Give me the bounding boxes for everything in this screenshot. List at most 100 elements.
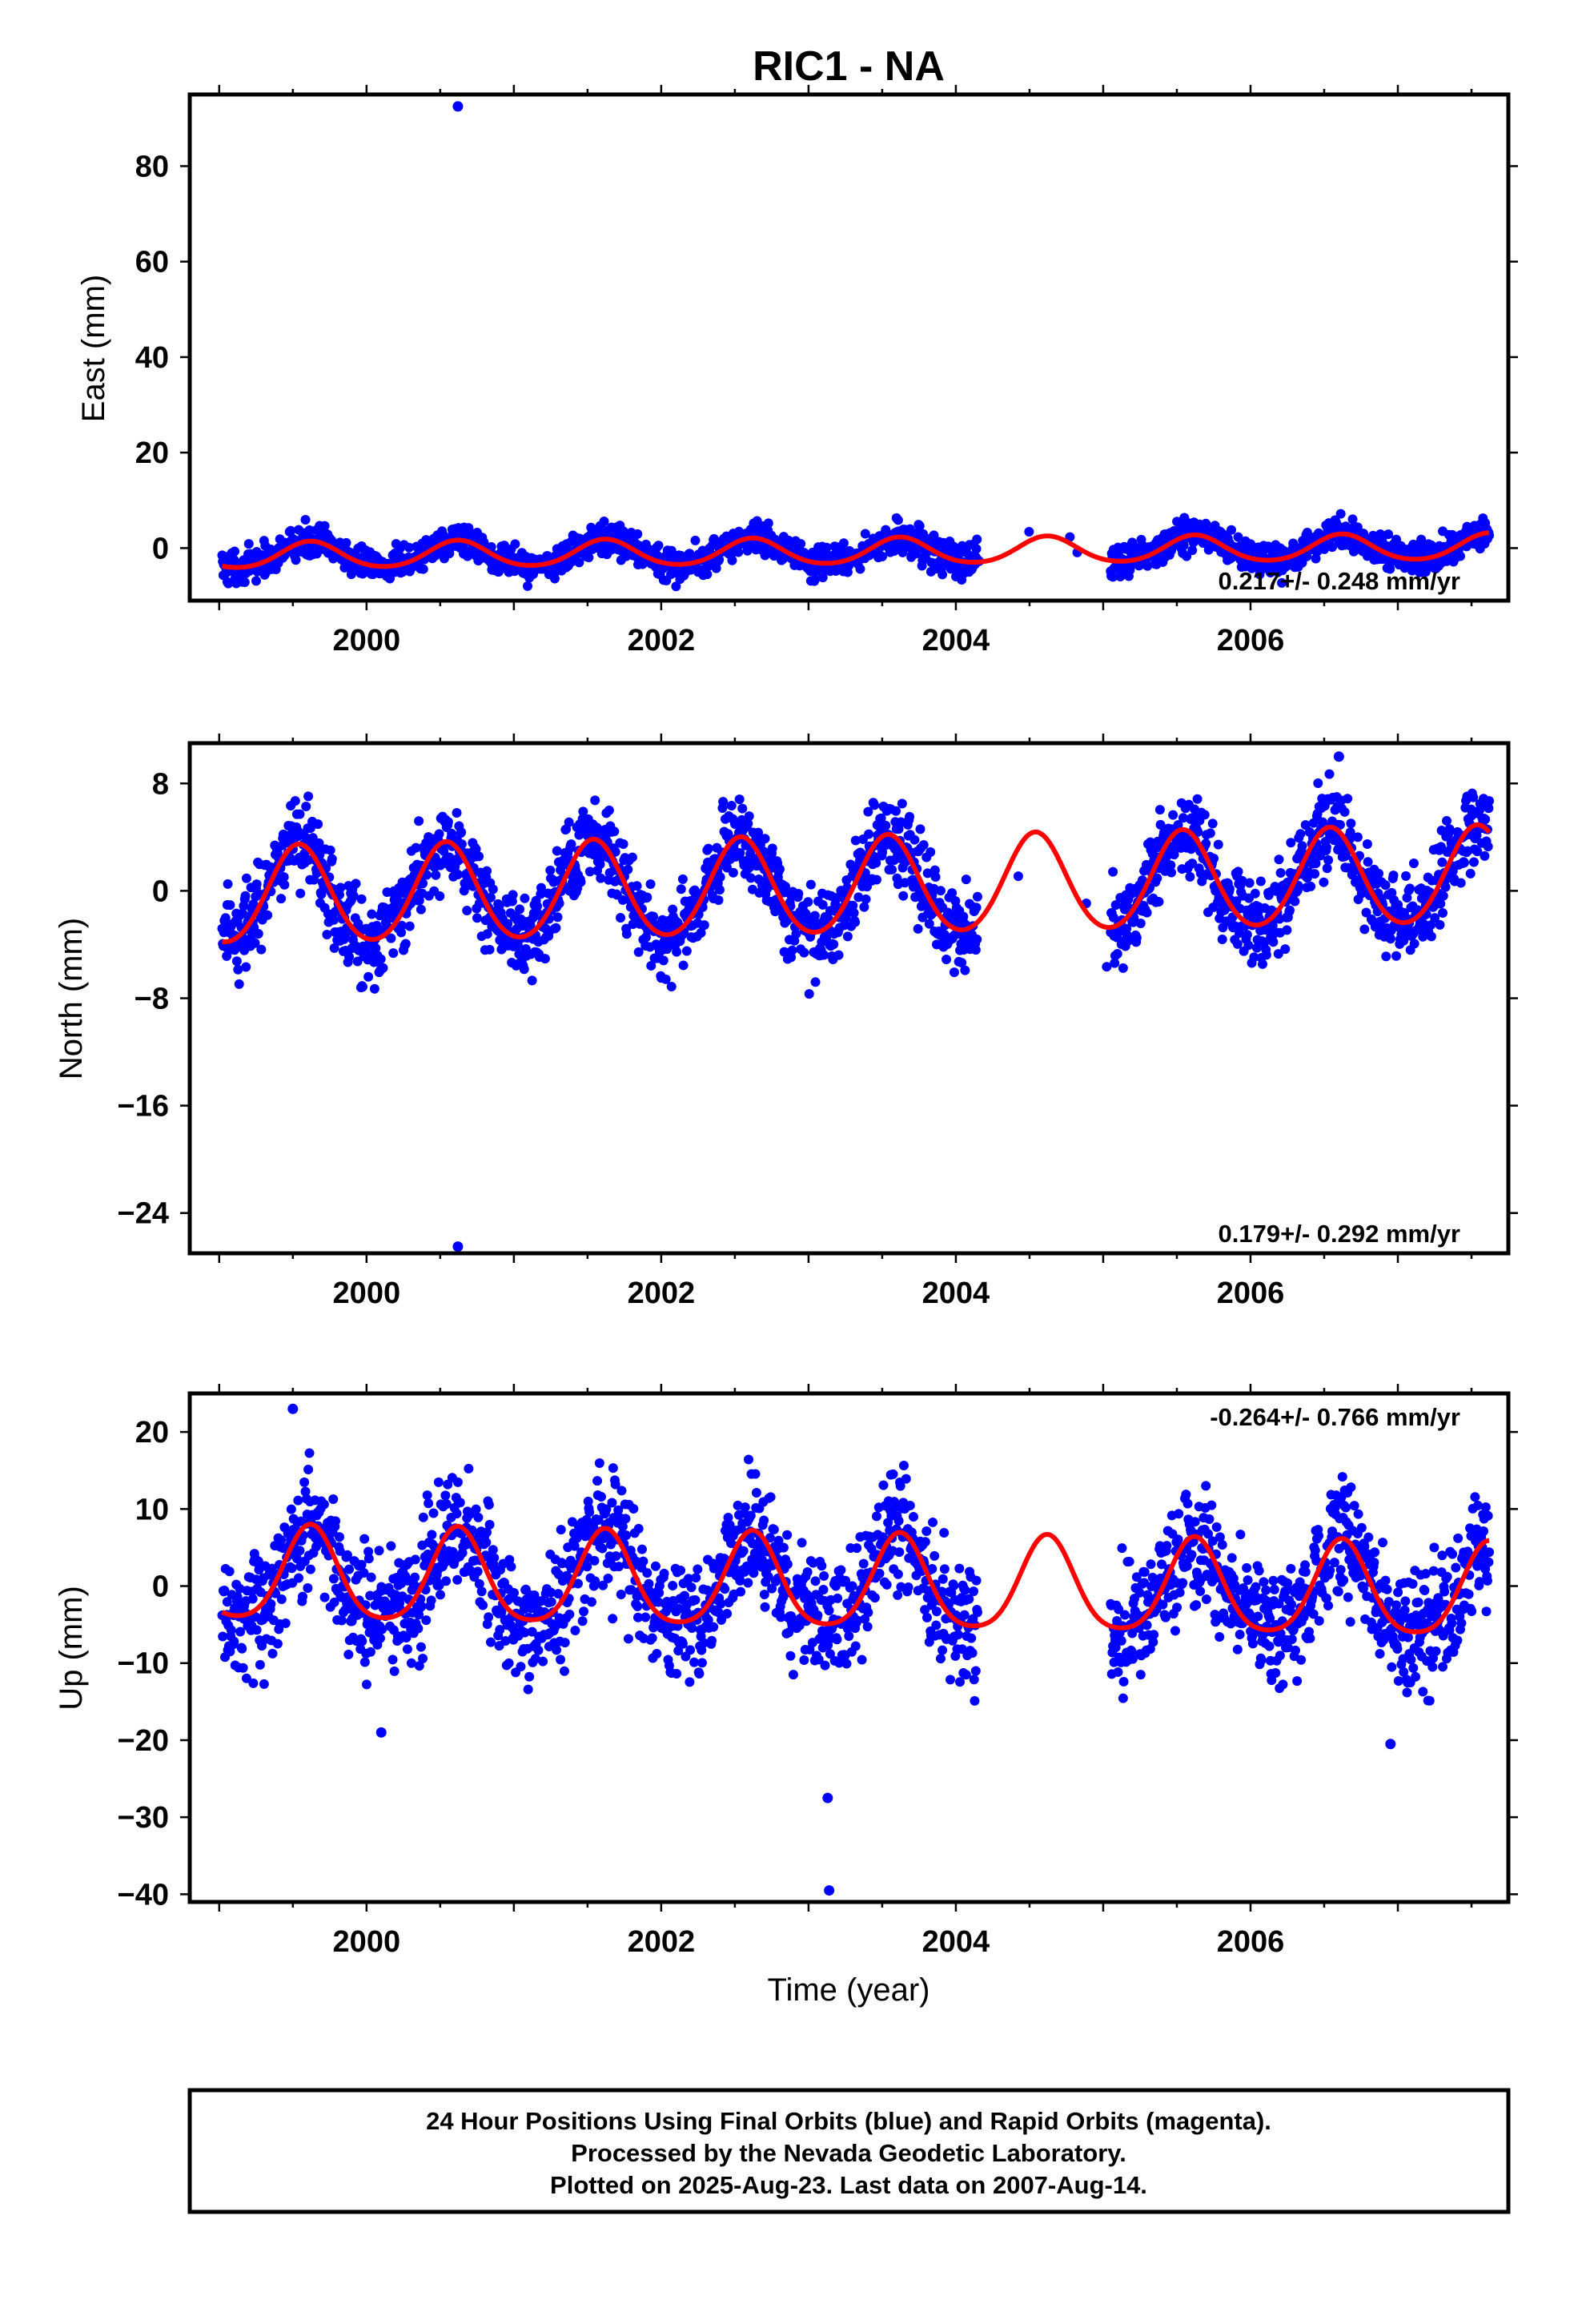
north-point [488,884,498,895]
east-ytick-label: 60 [135,246,169,279]
east-xtick-label: 2002 [628,624,696,657]
up-point [421,1615,432,1626]
up-point [659,1568,669,1578]
north-point [787,945,797,955]
east-data-layer [217,101,1495,592]
north-point [1244,878,1255,888]
north-point [234,979,244,989]
north-point [416,904,426,915]
north-point [520,893,530,903]
north-point [404,921,415,931]
north-point [313,819,323,830]
north-point [396,920,407,931]
north-point [632,881,642,891]
up-point [590,1576,600,1586]
north-point [668,904,678,915]
north-point [871,858,881,868]
up-point [650,1561,661,1571]
north-point [462,906,472,916]
up-point [387,1655,398,1665]
north-point [1472,846,1483,857]
up-ytick-label: −20 [118,1724,169,1758]
up-point [280,1618,291,1628]
up-point [504,1658,514,1668]
up-xtick-label: 2000 [333,1925,401,1959]
north-point [1343,794,1353,804]
north-point [960,965,970,975]
up-axis-label: Up (mm) [54,1586,89,1711]
up-point [305,1564,315,1574]
north-point [935,886,946,896]
north-point [314,838,324,848]
east-point [632,529,643,539]
up-point [237,1643,247,1654]
north-point [760,834,770,844]
up-point [319,1592,330,1602]
north-point [1322,863,1332,874]
north-point [805,879,816,890]
up-point [251,1625,262,1635]
north-point [1321,842,1331,853]
east-point [404,542,415,553]
north-xtick-label: 2006 [1217,1277,1285,1310]
north-point [303,791,314,802]
up-point [559,1666,569,1676]
up-point [452,1509,462,1519]
east-fit-line [222,530,1490,570]
east-point [733,547,744,557]
north-point [1300,820,1311,830]
north-point [367,909,377,919]
north-point [351,879,361,889]
up-point [582,1562,592,1572]
north-point [1173,820,1183,830]
up-point [613,1562,624,1572]
north-point [1108,866,1118,877]
up-point [257,1641,267,1651]
north-point [1243,940,1254,951]
north-point [456,839,467,850]
up-point [583,1496,593,1506]
up-xtick-label: 2002 [628,1925,696,1959]
north-frame [187,741,1511,1256]
east-point [914,521,925,531]
north-point [610,846,620,857]
north-point [1268,937,1279,947]
north-point [887,864,897,875]
north-point [1207,818,1218,829]
north-point [646,960,656,971]
up-point [441,1576,452,1586]
up-point [524,1671,535,1682]
north-point [371,943,381,954]
north-point [970,945,981,955]
north-point [414,816,424,826]
up-point [293,1495,303,1506]
up-point [489,1553,500,1563]
up-point [328,1494,339,1504]
north-point [251,879,262,890]
north-point [609,826,620,837]
north-point [1388,870,1399,881]
up-point [593,1515,604,1526]
up-point [297,1591,307,1602]
east-point [796,539,806,549]
north-point [1480,850,1490,861]
north-point [869,800,880,810]
east-point [1385,564,1395,574]
up-point [299,1477,310,1487]
north-point [1135,919,1146,929]
north-point [421,870,432,880]
east-point [1383,529,1394,540]
up-point [377,1624,387,1634]
north-point [363,971,374,982]
north-point [344,951,355,962]
up-point [621,1530,632,1541]
east-point [304,525,315,535]
north-point [621,929,632,939]
up-point [266,1599,276,1610]
north-point [1323,855,1334,866]
north-point [1274,854,1284,865]
north-point [1201,838,1211,849]
up-point [440,1490,451,1501]
north-point [1185,871,1195,882]
north-point [223,879,233,889]
